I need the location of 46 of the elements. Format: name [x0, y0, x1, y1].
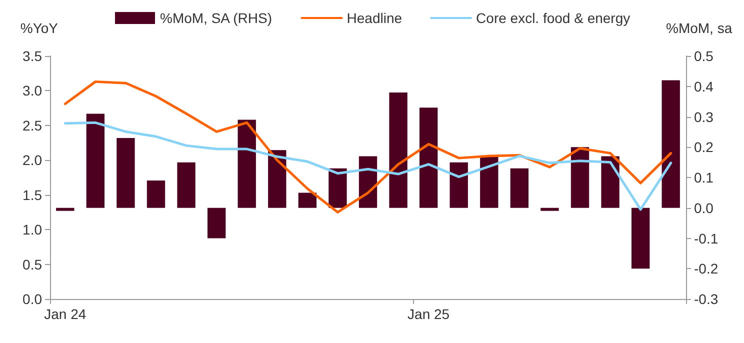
bar — [419, 108, 438, 208]
x-tick-label: Jan 24 — [44, 306, 86, 322]
legend-label: Core excl. food & energy — [476, 10, 630, 26]
y2-tick-label: 0.4 — [694, 78, 714, 94]
bar — [601, 156, 620, 208]
y2-tick-label: 0.2 — [694, 139, 714, 156]
bar — [298, 192, 317, 208]
y2-tick-label: 0.0 — [694, 200, 714, 216]
y2-tick-label: 0.1 — [694, 170, 714, 186]
y2-tick-label: 0.5 — [694, 48, 714, 64]
bar — [450, 162, 468, 208]
bar — [238, 120, 256, 208]
legend-label: %MoM, SA (RHS) — [160, 10, 272, 26]
bar — [146, 180, 166, 208]
x-tick-label: Jan 25 — [408, 306, 450, 322]
y-tick-label: 0.0 — [22, 291, 42, 307]
bar — [389, 92, 408, 208]
bar — [207, 208, 226, 238]
bar — [268, 150, 286, 208]
bar — [480, 156, 498, 208]
y2-tick-label: 0.3 — [694, 108, 714, 125]
y-tick-label: 2.0 — [22, 152, 42, 168]
legend-label: Headline — [346, 10, 402, 26]
bar — [570, 147, 590, 208]
y-tick-label: 3.0 — [22, 82, 42, 99]
y2-tick-label: -0.2 — [694, 260, 718, 277]
y2-axis-title: %MoM, sa — [666, 20, 732, 36]
y2-tick-label: -0.3 — [694, 291, 718, 307]
bar — [631, 208, 650, 269]
bar — [510, 168, 529, 208]
bar — [86, 114, 105, 208]
y-tick-label: 3.5 — [22, 48, 42, 64]
bar — [662, 80, 680, 208]
y2-tick-label: -0.1 — [694, 230, 718, 246]
y-axis-title: %YoY — [20, 20, 59, 36]
bar — [540, 208, 559, 211]
y-tick-label: 1.5 — [22, 186, 42, 203]
y-tick-label: 1.0 — [22, 222, 42, 238]
bar — [328, 168, 347, 208]
y-tick-label: 2.5 — [22, 117, 42, 134]
line-series — [64, 121, 672, 211]
bar — [56, 208, 74, 211]
bar — [116, 138, 135, 208]
y-tick-label: 0.5 — [22, 256, 42, 272]
bar — [177, 162, 196, 208]
line-series — [64, 80, 672, 214]
